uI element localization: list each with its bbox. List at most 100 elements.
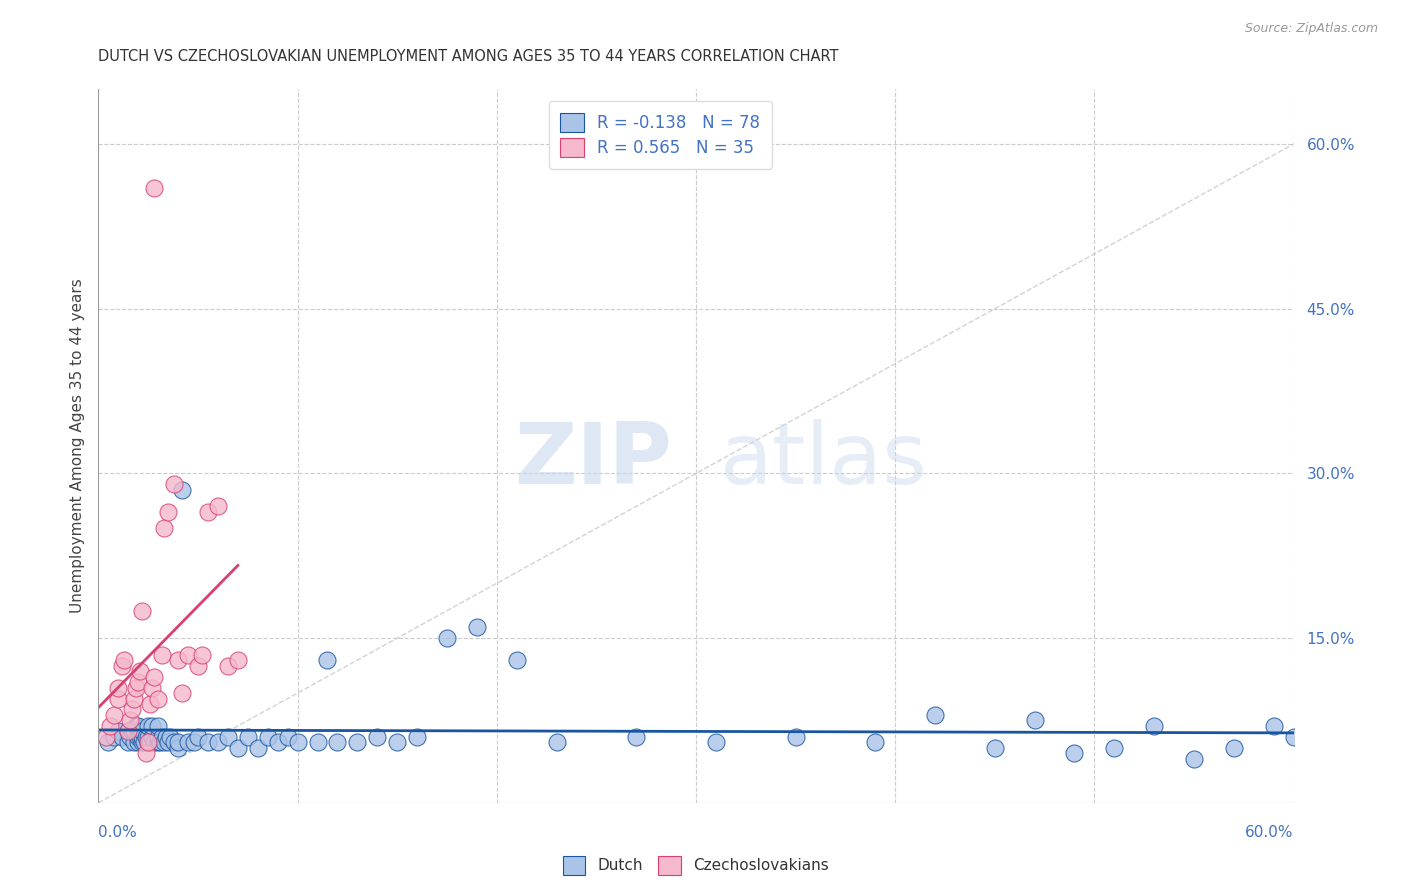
Point: [157, 735, 180, 749]
Point: [256, 730, 278, 744]
Point: [148, 691, 170, 706]
Point: [131, 730, 153, 744]
Point: [267, 735, 290, 749]
Point: [143, 735, 166, 749]
Point: [120, 730, 142, 744]
Point: [172, 686, 194, 700]
Point: [127, 730, 149, 744]
Point: [226, 653, 249, 667]
Point: [197, 505, 219, 519]
Point: [187, 730, 209, 744]
Point: [139, 697, 162, 711]
Point: [141, 730, 163, 744]
Point: [153, 735, 176, 749]
Point: [366, 730, 388, 744]
Point: [127, 735, 149, 749]
Point: [157, 505, 180, 519]
Point: [197, 735, 219, 749]
Point: [141, 681, 163, 695]
Point: [112, 653, 135, 667]
Point: [124, 691, 146, 706]
Point: [139, 735, 162, 749]
Point: [141, 719, 163, 733]
Point: [177, 648, 200, 662]
Point: [183, 735, 205, 749]
Point: [136, 719, 159, 733]
Point: [1263, 719, 1285, 733]
Point: [217, 730, 239, 744]
Point: [1143, 719, 1166, 733]
Point: [117, 735, 139, 749]
Point: [704, 735, 727, 749]
Point: [121, 724, 143, 739]
Point: [107, 724, 129, 739]
Point: [143, 181, 166, 195]
Point: [150, 730, 173, 744]
Point: [155, 730, 177, 744]
Point: [207, 500, 229, 514]
Point: [131, 724, 153, 739]
Y-axis label: Unemployment Among Ages 35 to 44 years: Unemployment Among Ages 35 to 44 years: [69, 278, 84, 614]
Text: Source: ZipAtlas.com: Source: ZipAtlas.com: [1244, 22, 1378, 36]
Point: [1222, 740, 1246, 755]
Text: DUTCH VS CZECHOSLOVAKIAN UNEMPLOYMENT AMONG AGES 35 TO 44 YEARS CORRELATION CHAR: DUTCH VS CZECHOSLOVAKIAN UNEMPLOYMENT AM…: [98, 49, 839, 64]
Point: [125, 681, 148, 695]
Point: [1102, 740, 1125, 755]
Point: [117, 724, 139, 739]
Point: [984, 740, 1007, 755]
Point: [167, 740, 190, 755]
Text: ZIP: ZIP: [515, 418, 672, 502]
Point: [277, 730, 299, 744]
Point: [136, 735, 159, 749]
Point: [1282, 730, 1305, 744]
Point: [148, 735, 170, 749]
Point: [506, 653, 529, 667]
Point: [129, 664, 152, 678]
Point: [111, 658, 134, 673]
Point: [326, 735, 349, 749]
Point: [150, 648, 173, 662]
Point: [546, 735, 568, 749]
Point: [148, 730, 170, 744]
Point: [924, 708, 946, 723]
Point: [177, 735, 200, 749]
Point: [143, 669, 166, 683]
Point: [127, 719, 149, 733]
Point: [406, 730, 429, 744]
Point: [148, 719, 170, 733]
Point: [159, 730, 181, 744]
Point: [1063, 747, 1085, 761]
Point: [107, 691, 129, 706]
Point: [129, 730, 152, 744]
Point: [136, 735, 159, 749]
Point: [149, 735, 172, 749]
Point: [436, 631, 458, 645]
Point: [111, 730, 134, 744]
Point: [191, 648, 214, 662]
Point: [217, 658, 239, 673]
Point: [287, 735, 309, 749]
Point: [124, 735, 146, 749]
Point: [107, 681, 129, 695]
Point: [96, 730, 118, 744]
Point: [1182, 752, 1205, 766]
Point: [163, 477, 186, 491]
Legend: Dutch, Czechoslovakians: Dutch, Czechoslovakians: [557, 850, 835, 880]
Point: [236, 730, 259, 744]
Point: [863, 735, 887, 749]
Point: [100, 719, 122, 733]
Point: [167, 653, 190, 667]
Text: 0.0%: 0.0%: [98, 825, 138, 840]
Point: [246, 740, 269, 755]
Point: [120, 714, 142, 728]
Point: [385, 735, 409, 749]
Point: [125, 719, 148, 733]
Point: [127, 675, 149, 690]
Text: 60.0%: 60.0%: [1246, 825, 1294, 840]
Point: [117, 724, 139, 739]
Point: [316, 653, 339, 667]
Point: [626, 730, 648, 744]
Point: [131, 735, 153, 749]
Point: [97, 735, 120, 749]
Point: [1024, 714, 1046, 728]
